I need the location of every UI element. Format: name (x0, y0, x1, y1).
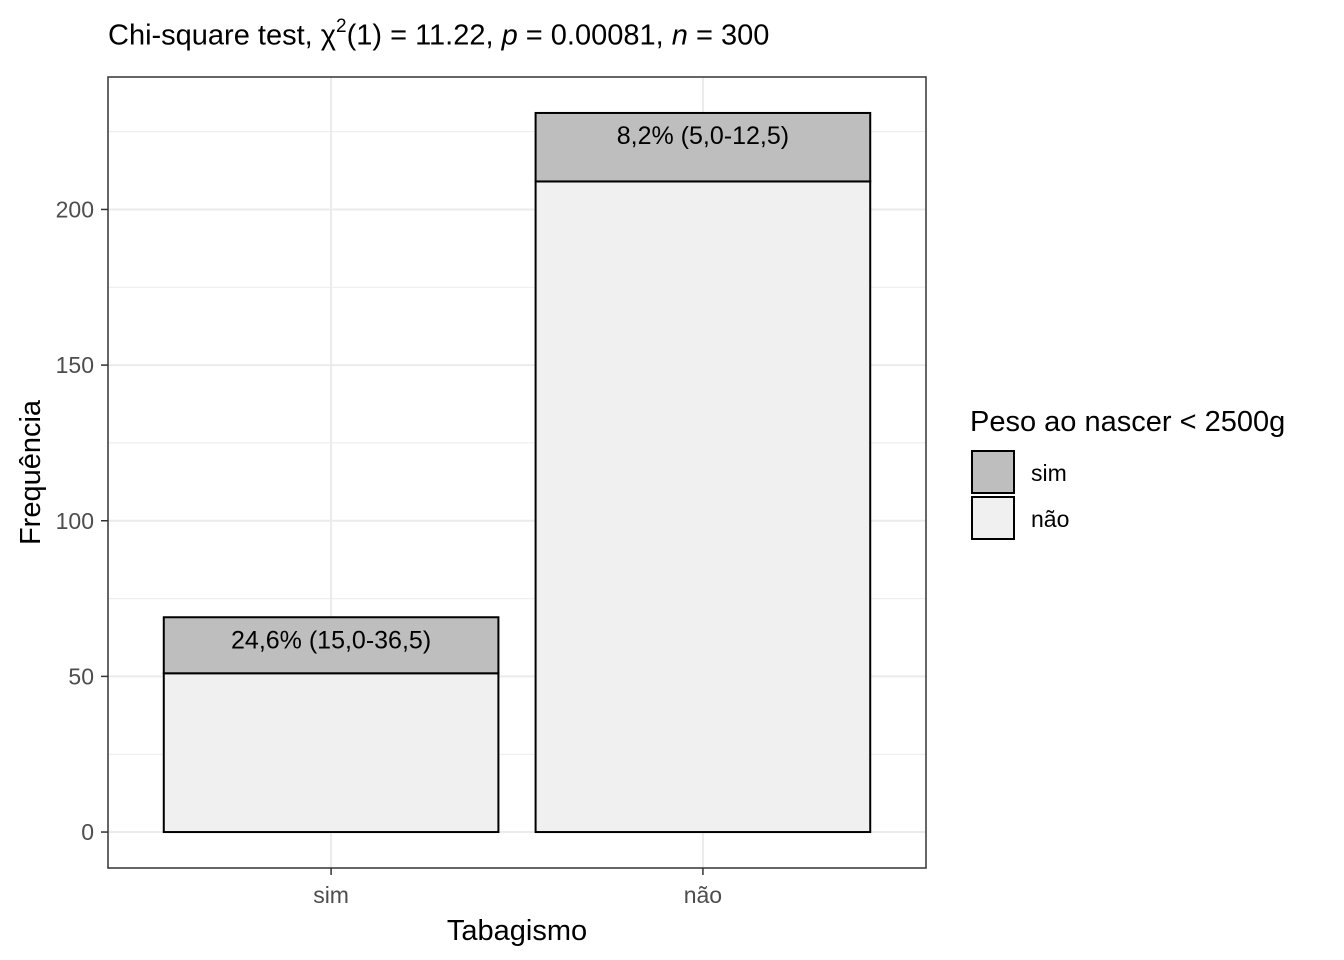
title-p-label: p (501, 19, 518, 52)
legend-label: não (1031, 506, 1069, 532)
title-chi-symbol: χ (320, 19, 336, 52)
x-tick-label: não (684, 882, 722, 908)
bar-no-series-no (534, 180, 872, 834)
title-prefix: Chi-square test, (108, 19, 321, 52)
y-tick-label: 0 (81, 819, 94, 845)
y-tick-label: 150 (56, 352, 94, 378)
chart-title: Chi-square test, χ2(1) = 11.22, p = 0.00… (108, 16, 770, 53)
bar-annotation: 8,2% (5,0-12,5) (617, 122, 789, 150)
title-p-value: = 0.00081, (517, 19, 672, 52)
panel-border (107, 76, 927, 869)
x-axis-title: Tabagismo (447, 915, 587, 947)
legend-swatch-no (971, 496, 1015, 540)
title-df: (1) = 11.22, (346, 19, 502, 52)
y-tick-label: 100 (56, 508, 94, 534)
bar-sim-series-no (162, 672, 500, 834)
x-tick-label: sim (313, 882, 349, 908)
legend-title: Peso ao nascer < 2500g (970, 406, 1285, 438)
bar-sim-series-sim (162, 616, 500, 675)
y-tick-label: 50 (68, 663, 94, 689)
title-n-value: = 300 (687, 19, 770, 52)
title-n-label: n (671, 19, 688, 52)
legend-swatch-sim (971, 450, 1015, 494)
bar-no-series-sim (534, 111, 872, 183)
title-superscript: 2 (336, 16, 347, 37)
y-tick-label: 200 (56, 196, 94, 222)
legend-label: sim (1031, 460, 1067, 486)
bar-annotation: 24,6% (15,0-36,5) (231, 626, 431, 654)
y-axis-title: Frequência (15, 399, 47, 545)
